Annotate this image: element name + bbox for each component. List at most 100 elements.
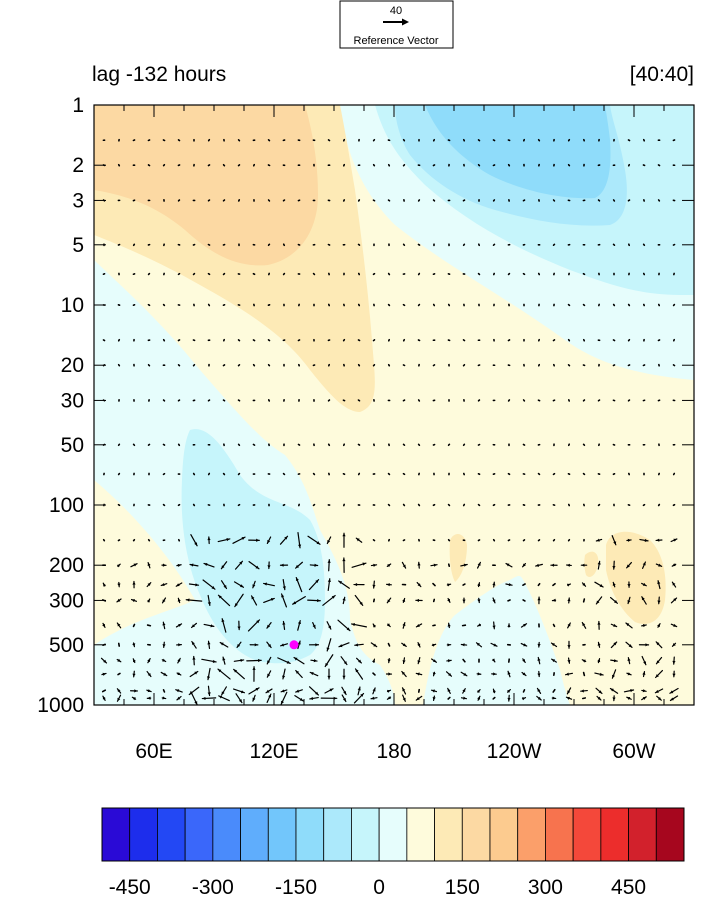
wind-vector [387, 272, 391, 276]
wind-vector [657, 503, 661, 507]
wind-vector [222, 399, 226, 402]
wind-vector-head [416, 672, 420, 676]
wind-vector [522, 599, 526, 602]
x-tick-label: 120E [249, 740, 298, 763]
wind-vector-head [102, 623, 106, 628]
wind-vector [402, 443, 406, 446]
wind-vector [222, 272, 226, 276]
wind-vector [507, 399, 511, 402]
wind-vector [432, 364, 436, 367]
wind-vector-head [672, 582, 676, 586]
wind-vector-head [206, 676, 211, 680]
x-tick-label: 60E [135, 740, 172, 763]
colorbar-label: -450 [109, 876, 151, 898]
wind-vector-head [297, 641, 301, 645]
wind-vector [357, 443, 361, 446]
wind-vector-head [258, 658, 262, 663]
wind-vector [342, 338, 346, 342]
wind-vector-head [102, 672, 107, 676]
wind-vector-head [147, 689, 152, 693]
wind-vector [357, 472, 361, 476]
wind-vector-head [186, 598, 190, 602]
wind-vector [357, 339, 361, 342]
wind-vector-head [523, 623, 527, 627]
wind-vector [102, 339, 106, 342]
wind-vector-head [354, 643, 359, 647]
wind-vector [597, 399, 601, 402]
wind-vector [462, 503, 466, 507]
wind-vector [237, 138, 241, 142]
wind-vector-head [599, 584, 604, 587]
wind-vector-head [237, 626, 241, 630]
wind-vector-head [207, 692, 211, 696]
wind-vector [357, 199, 361, 202]
wind-vector [177, 399, 181, 402]
wind-vector-head [360, 693, 364, 697]
wind-vector [507, 599, 511, 602]
wind-vector-head [314, 563, 318, 567]
wind-vector-head [338, 580, 343, 585]
wind-vector-head [162, 658, 166, 662]
y-tick-label: 30 [61, 389, 84, 412]
wind-vector [101, 689, 107, 693]
wind-vector-head [417, 583, 421, 587]
wind-vector-head [241, 537, 246, 540]
vector-field [100, 138, 679, 705]
wind-vector [402, 503, 406, 507]
wind-vector-head [327, 559, 331, 563]
wind-vector [522, 443, 526, 446]
wind-vector [612, 364, 616, 367]
wind-vector-head [657, 600, 661, 604]
wind-vector [462, 339, 466, 342]
wind-vector [522, 539, 526, 542]
wind-vector-head [147, 696, 151, 700]
wind-vector-head [566, 696, 570, 700]
reference-vector-label: Reference Vector [354, 35, 439, 47]
wind-vector [207, 472, 211, 476]
wind-vector-head [294, 657, 298, 661]
wind-vector [372, 138, 376, 142]
wind-vector [387, 163, 391, 167]
wind-vector [162, 503, 166, 507]
wind-vector-head [256, 538, 260, 542]
wind-vector [552, 582, 556, 587]
wind-vector [657, 164, 661, 167]
wind-vector-head [194, 701, 198, 705]
wind-vector-head [596, 538, 600, 542]
wind-vector-head [255, 565, 259, 569]
wind-vector-head [463, 696, 467, 700]
wind-vector-head [280, 563, 284, 567]
wind-vector [117, 363, 121, 367]
wind-vector-head [194, 671, 198, 675]
wind-vector-head [642, 671, 646, 675]
wind-vector-head [270, 598, 275, 602]
wind-vector-head [656, 660, 660, 664]
wind-vector [387, 199, 391, 202]
wind-vector-head [238, 699, 242, 703]
wind-vector [582, 303, 586, 307]
wind-vector-head [656, 538, 660, 542]
wind-vector-head [476, 642, 480, 646]
wind-vector-head [627, 600, 631, 604]
colorbar-swatch [406, 807, 435, 862]
wind-vector [567, 138, 571, 142]
y-tick-label: 1000 [37, 694, 84, 717]
wind-vector-head [672, 563, 676, 567]
wind-vector-head [147, 582, 151, 587]
wind-vector-head [402, 598, 406, 602]
wind-vector [552, 199, 556, 202]
wind-vector-head [312, 624, 316, 629]
wind-vector [327, 399, 331, 402]
wind-vector [237, 472, 241, 476]
wind-vector-head [402, 622, 406, 627]
wind-vector-head [387, 599, 391, 603]
wind-vector-head [134, 689, 138, 693]
wind-vector [597, 503, 601, 507]
wind-vector [282, 472, 286, 476]
wind-vector [132, 623, 136, 628]
wind-vector [612, 303, 616, 307]
wind-vector-head [402, 660, 406, 664]
wind-vector-head [282, 621, 286, 625]
wind-vector-head [658, 563, 662, 567]
wind-vector-head [373, 623, 377, 628]
